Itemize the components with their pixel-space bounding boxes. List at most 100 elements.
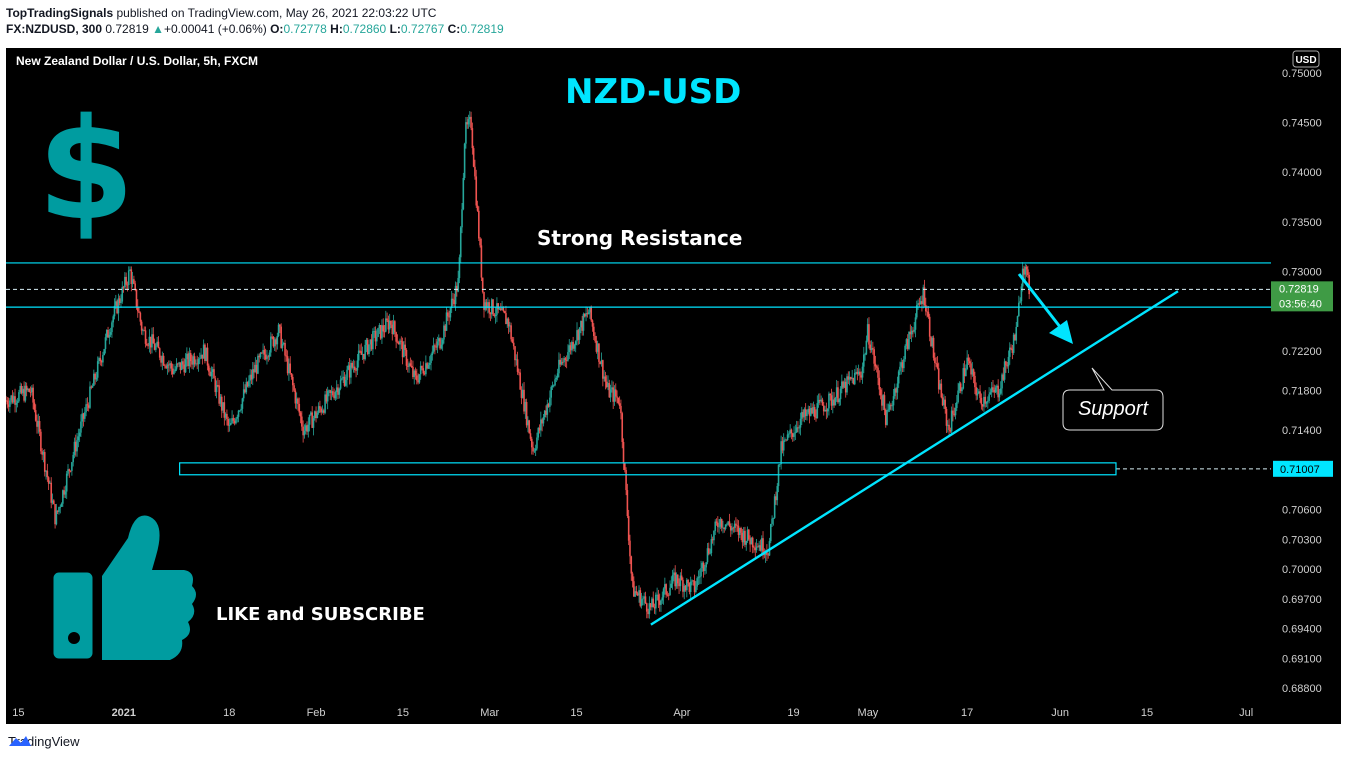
candle	[248, 375, 250, 388]
candle	[962, 363, 965, 390]
candle	[410, 359, 413, 369]
candle	[742, 527, 745, 546]
price-tick: 0.74500	[1282, 118, 1322, 130]
tradingview-footer[interactable]: TradingView	[8, 734, 80, 749]
candle	[29, 386, 32, 398]
candle	[481, 277, 484, 294]
candle	[908, 331, 910, 351]
candle	[799, 412, 802, 436]
chart-panel[interactable]: Support Strong Resistance NZD-USD $ LIKE…	[6, 48, 1341, 724]
resistance-label: Strong Resistance	[537, 226, 742, 250]
candle	[472, 145, 475, 168]
candle	[179, 362, 182, 374]
candle	[98, 356, 100, 364]
candle	[419, 361, 422, 380]
candle	[133, 275, 135, 285]
candle	[197, 357, 200, 372]
candle	[657, 589, 660, 608]
candle	[392, 314, 395, 335]
candle	[696, 576, 698, 590]
candle	[997, 379, 999, 402]
candle	[975, 382, 977, 401]
candle	[443, 321, 445, 344]
candle	[122, 285, 125, 293]
candle	[328, 389, 330, 397]
candle	[740, 526, 742, 541]
candle	[888, 401, 891, 412]
candle	[259, 352, 262, 359]
candle	[980, 393, 983, 410]
candle	[881, 388, 883, 411]
price-chart[interactable]: Support Strong Resistance NZD-USD $ LIKE…	[6, 48, 1341, 724]
candle	[965, 364, 967, 377]
candle	[733, 520, 736, 533]
candle	[560, 357, 563, 366]
candle	[189, 350, 192, 368]
candle	[493, 313, 496, 318]
candle	[439, 337, 441, 350]
candle	[9, 398, 11, 414]
candle	[744, 526, 746, 548]
candle	[691, 579, 693, 586]
candle	[467, 114, 470, 129]
candle	[93, 369, 95, 387]
candle	[835, 379, 838, 402]
candle	[698, 568, 701, 585]
candle	[788, 431, 790, 438]
candle	[191, 354, 193, 370]
candle	[381, 319, 383, 345]
candle	[839, 386, 842, 406]
candle	[547, 402, 550, 408]
candle	[6, 395, 7, 402]
candle	[324, 390, 326, 415]
candle	[224, 412, 227, 421]
candle	[263, 345, 266, 360]
candle	[812, 401, 815, 417]
candle	[943, 394, 945, 409]
candle	[769, 523, 772, 544]
candle	[153, 338, 156, 351]
candle	[453, 293, 456, 308]
candle	[561, 357, 564, 366]
candle	[72, 451, 74, 467]
candle	[899, 361, 901, 376]
time-tick: Jun	[1051, 707, 1069, 719]
candle	[121, 281, 124, 304]
candle	[312, 415, 315, 436]
publisher-name[interactable]: TopTradingSignals	[6, 6, 114, 20]
candle	[738, 527, 741, 539]
candle	[12, 392, 15, 404]
candle	[625, 467, 627, 496]
high-value: 0.72860	[342, 22, 387, 36]
candle	[775, 491, 777, 505]
candle	[802, 409, 804, 422]
candle	[994, 385, 997, 393]
candle	[793, 426, 795, 442]
candle	[229, 418, 232, 426]
candle	[611, 380, 613, 393]
candle	[316, 410, 319, 419]
candle	[209, 367, 211, 377]
candle	[521, 383, 524, 399]
candle	[695, 581, 697, 594]
close-label: C:	[447, 22, 461, 36]
candle	[515, 354, 518, 366]
candle	[341, 370, 343, 381]
currency-badge-box[interactable]	[1292, 50, 1320, 68]
candle	[182, 357, 184, 369]
candle	[262, 343, 264, 360]
candle	[634, 586, 636, 598]
candle	[390, 320, 392, 328]
candle	[910, 326, 913, 343]
candle	[399, 338, 401, 351]
candle	[273, 337, 276, 352]
candle	[105, 329, 108, 341]
candle	[627, 509, 630, 546]
candle	[130, 266, 133, 292]
candle	[629, 534, 631, 565]
candle	[369, 339, 372, 352]
candle	[622, 438, 625, 470]
candle	[728, 513, 731, 528]
down-arrow-head-icon	[1049, 320, 1073, 344]
candle	[201, 354, 204, 365]
